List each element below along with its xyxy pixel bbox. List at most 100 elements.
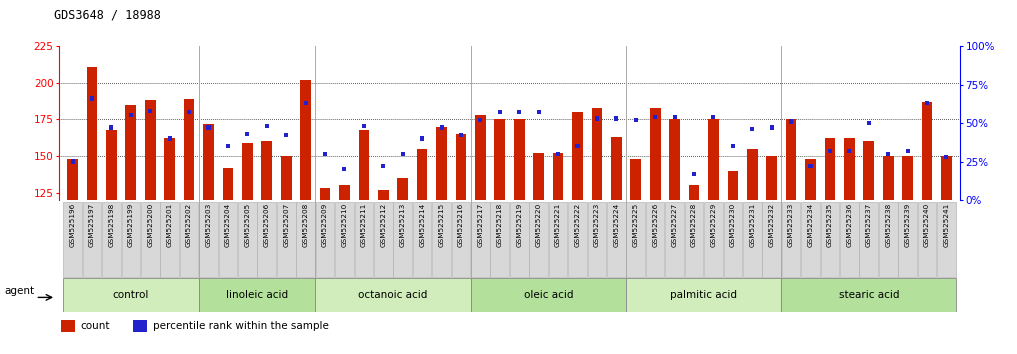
Bar xyxy=(125,105,136,354)
Text: GSM525208: GSM525208 xyxy=(303,203,308,247)
Bar xyxy=(634,118,638,122)
Bar xyxy=(61,320,75,332)
Bar xyxy=(63,278,198,312)
Bar xyxy=(184,99,194,354)
Bar xyxy=(106,130,117,354)
Text: oleic acid: oleic acid xyxy=(524,290,574,300)
Text: GSM525220: GSM525220 xyxy=(536,203,542,247)
FancyBboxPatch shape xyxy=(161,201,179,277)
Bar xyxy=(689,185,700,354)
Bar xyxy=(595,116,599,121)
Bar xyxy=(805,159,816,354)
Bar xyxy=(198,278,315,312)
Bar xyxy=(401,152,405,156)
FancyBboxPatch shape xyxy=(898,201,917,277)
Bar xyxy=(614,116,618,121)
Bar xyxy=(398,178,408,354)
Bar xyxy=(475,115,486,354)
Bar xyxy=(653,115,657,119)
Bar xyxy=(300,80,311,354)
Bar xyxy=(323,152,327,156)
Text: GSM525231: GSM525231 xyxy=(750,203,756,247)
Bar xyxy=(573,112,583,354)
Bar xyxy=(187,110,191,114)
Bar xyxy=(343,167,347,171)
Text: palmitic acid: palmitic acid xyxy=(670,290,737,300)
Bar xyxy=(905,149,909,153)
Text: GSM525209: GSM525209 xyxy=(322,203,328,247)
FancyBboxPatch shape xyxy=(355,201,373,277)
Text: GSM525207: GSM525207 xyxy=(283,203,289,247)
Text: GSM525230: GSM525230 xyxy=(730,203,736,247)
Bar xyxy=(110,125,114,130)
Bar xyxy=(129,113,133,118)
Bar xyxy=(478,118,482,122)
Bar xyxy=(378,190,388,354)
Bar xyxy=(319,188,331,354)
FancyBboxPatch shape xyxy=(569,201,587,277)
FancyBboxPatch shape xyxy=(704,201,723,277)
Bar xyxy=(417,149,427,354)
Bar xyxy=(206,125,211,130)
Text: GSM525222: GSM525222 xyxy=(575,203,581,247)
FancyBboxPatch shape xyxy=(374,201,393,277)
Text: GSM525199: GSM525199 xyxy=(128,203,134,247)
Text: agent: agent xyxy=(5,286,35,296)
FancyBboxPatch shape xyxy=(413,201,431,277)
Bar xyxy=(518,110,522,114)
Bar xyxy=(708,119,719,354)
Bar xyxy=(789,119,793,124)
Bar xyxy=(223,168,233,354)
Bar xyxy=(381,164,385,168)
FancyBboxPatch shape xyxy=(801,201,820,277)
Text: GSM525224: GSM525224 xyxy=(613,203,619,247)
Bar xyxy=(315,278,471,312)
Text: GSM525206: GSM525206 xyxy=(263,203,270,247)
Text: GSM525210: GSM525210 xyxy=(342,203,348,247)
Bar xyxy=(825,138,835,354)
Text: GSM525229: GSM525229 xyxy=(711,203,716,247)
Bar xyxy=(828,149,832,153)
Bar xyxy=(921,102,933,354)
FancyBboxPatch shape xyxy=(821,201,839,277)
Bar xyxy=(902,156,913,354)
Bar xyxy=(731,144,735,148)
Text: GSM525226: GSM525226 xyxy=(652,203,658,247)
Bar xyxy=(226,144,230,148)
Text: GSM525216: GSM525216 xyxy=(458,203,464,247)
Text: GSM525228: GSM525228 xyxy=(691,203,697,247)
FancyBboxPatch shape xyxy=(490,201,510,277)
Text: GSM525234: GSM525234 xyxy=(807,203,814,247)
Text: GSM525239: GSM525239 xyxy=(904,203,910,247)
Text: GSM525236: GSM525236 xyxy=(846,203,852,247)
FancyBboxPatch shape xyxy=(121,201,140,277)
Bar xyxy=(692,172,696,176)
Bar xyxy=(552,153,563,354)
FancyBboxPatch shape xyxy=(296,201,315,277)
Bar xyxy=(284,133,288,137)
FancyBboxPatch shape xyxy=(219,201,237,277)
Bar xyxy=(439,125,443,130)
Bar xyxy=(203,124,214,354)
FancyBboxPatch shape xyxy=(917,201,937,277)
Bar xyxy=(650,108,660,354)
Bar xyxy=(471,278,626,312)
FancyBboxPatch shape xyxy=(529,201,548,277)
Bar xyxy=(631,159,641,354)
FancyBboxPatch shape xyxy=(510,201,529,277)
Text: GSM525217: GSM525217 xyxy=(477,203,483,247)
Text: octanoic acid: octanoic acid xyxy=(358,290,428,300)
Text: GSM525235: GSM525235 xyxy=(827,203,833,247)
Bar xyxy=(751,127,755,131)
Bar xyxy=(436,127,446,354)
FancyBboxPatch shape xyxy=(238,201,256,277)
Bar xyxy=(144,100,156,354)
Bar xyxy=(672,115,676,119)
FancyBboxPatch shape xyxy=(763,201,781,277)
Bar xyxy=(304,101,307,105)
FancyBboxPatch shape xyxy=(626,201,645,277)
Bar xyxy=(362,124,366,128)
Bar xyxy=(86,67,98,354)
Bar xyxy=(264,124,268,128)
Text: GDS3648 / 18988: GDS3648 / 18988 xyxy=(54,8,161,21)
